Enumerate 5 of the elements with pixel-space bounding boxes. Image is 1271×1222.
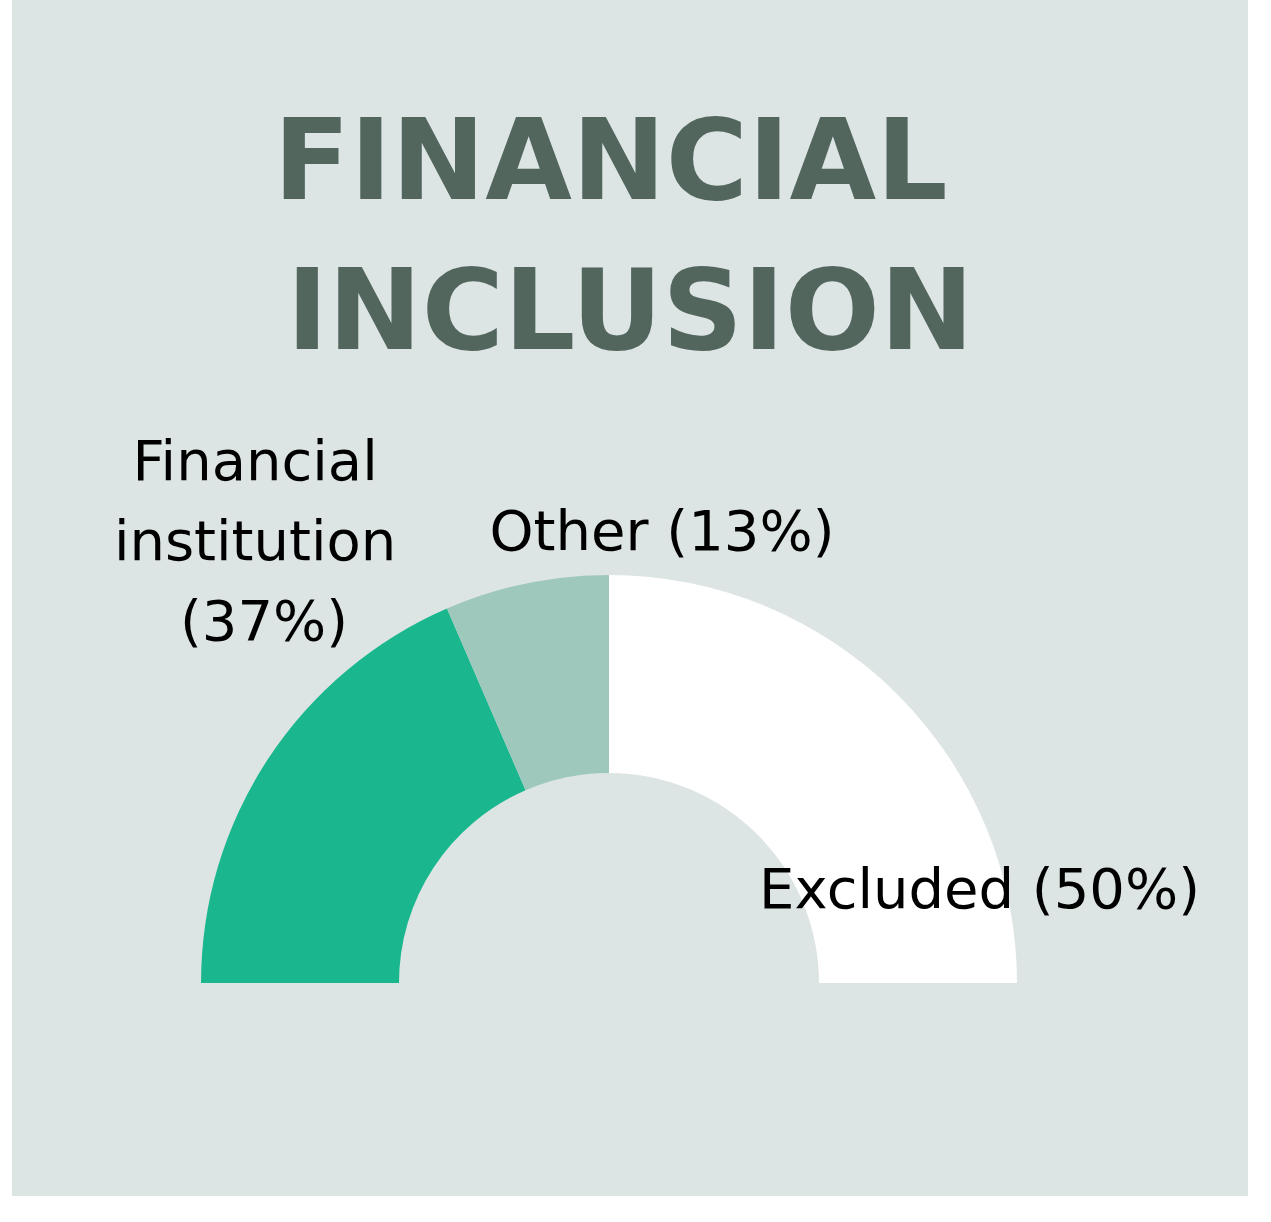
slice-label: Financial institution [113,427,415,573]
slice-label: Other (13%) [489,497,835,563]
data-label: (37%) [179,587,349,653]
chart-title: FINANCIAL INCLUSION [273,95,987,375]
slice-label: Excluded (50%) [759,855,1200,921]
